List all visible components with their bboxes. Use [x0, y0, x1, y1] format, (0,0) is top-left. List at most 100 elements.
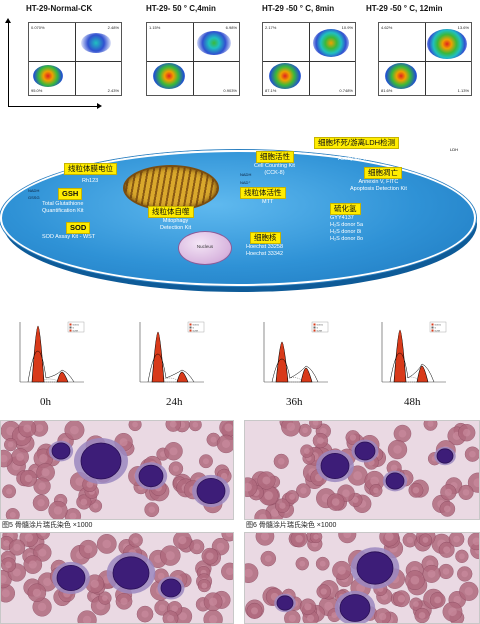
white-cell-nucleus — [276, 595, 294, 611]
white-cell-nucleus — [436, 448, 454, 464]
nucleus-icon: Nucleus — [178, 231, 232, 265]
legend-entry: G2/M — [193, 330, 199, 332]
legend-swatch — [431, 329, 434, 332]
legend-entry: S — [73, 327, 75, 329]
legend-swatch — [69, 326, 72, 329]
fc-q-ur: 6.98% — [225, 25, 237, 30]
legend-entry: G0/G1 — [193, 324, 200, 326]
white-cell-nucleus — [80, 442, 122, 480]
membrane-potential-label: 线粒体膜电位 — [64, 163, 117, 176]
caption-figure-6: 图6 骨髓涂片瑞氏染色 ×1000 — [246, 522, 337, 529]
micrograph-7 — [0, 532, 234, 624]
legend-entry: S — [193, 327, 195, 329]
g2-peak — [300, 367, 313, 383]
white-cell-nucleus — [51, 442, 71, 460]
legend-entry: G2/M — [73, 330, 79, 332]
fit-envelope — [27, 350, 75, 383]
caption-figure-5: 图5 骨髓涂片瑞氏染色 ×1000 — [2, 522, 93, 529]
legend-swatch — [69, 323, 72, 326]
g1-peak — [393, 329, 407, 383]
fit-envelope — [389, 352, 435, 383]
legend-entry: G0/G1 — [73, 324, 80, 326]
fc-panel-3: 2.17% 10.9% 87.1% 0.748% — [262, 22, 356, 96]
h2s-label: 硫化氢 — [330, 203, 361, 216]
mitophagy-sub: Mitophagy Detection Kit — [160, 218, 192, 231]
fc-q-lr: 2.43% — [107, 88, 119, 93]
red-blood-cell — [36, 533, 50, 540]
fc-q-ur: 13.6% — [457, 25, 469, 30]
histogram-legend — [67, 321, 85, 333]
fc-q-ul: 4.62% — [381, 25, 393, 30]
nucleus-label: 细胞核 — [250, 232, 281, 245]
fc-q-ur: 2.48% — [107, 25, 119, 30]
fc-title-3: HT-29 -50 ° C, 8min — [262, 4, 335, 13]
g1-peak — [31, 325, 45, 383]
mito-activity-label: 线粒体活性 — [240, 187, 286, 200]
fit-envelope — [147, 353, 195, 383]
fc-title-4: HT-29 -50 ° C, 12min — [366, 4, 443, 13]
legend-swatch — [313, 329, 316, 332]
fc-q-ll: 81.6% — [381, 88, 393, 93]
fc-q-lr: 0.903% — [223, 88, 237, 93]
mitochondrion-icon — [123, 165, 219, 211]
white-cell-nucleus — [138, 464, 164, 488]
white-cell-nucleus — [56, 565, 86, 592]
histogram-legend — [187, 321, 205, 333]
fc-panel-4: 4.62% 13.6% 81.6% 1.13% — [378, 22, 472, 96]
fc-q-ul: 1.15% — [149, 25, 161, 30]
fc-q-lr: 0.748% — [339, 88, 353, 93]
h2s-sub: GYY4137 H₂S donor 5a H₂S donor 8i H₂S donor… — [330, 215, 364, 242]
apoptosis-label: 细胞凋亡 — [364, 167, 402, 180]
fc-panel-2: 1.15% 6.98% 0.903% — [146, 22, 240, 96]
x-axis-arrow — [8, 103, 102, 109]
legend-entry: G2/M — [435, 330, 441, 332]
legend-swatch — [431, 323, 434, 326]
legend-swatch — [313, 326, 316, 329]
g1-peak — [275, 341, 289, 383]
gsh-small-a: NADH — [28, 188, 40, 193]
g2-peak — [176, 371, 189, 383]
legend-swatch — [313, 323, 316, 326]
fc-q-ll: 95.0% — [31, 88, 43, 93]
histogram-label-0h: 0h — [40, 396, 51, 408]
micrograph-6 — [244, 420, 480, 520]
fit-envelope — [271, 358, 319, 383]
membrane-potential-sub: Rh123 — [82, 178, 99, 184]
white-cell-nucleus — [354, 441, 376, 461]
legend-swatch — [189, 323, 192, 326]
legend-entry: S — [435, 327, 437, 329]
nucleus-organelle-label: Nucleus — [196, 244, 214, 249]
ldh-outside-label: LDH — [450, 147, 459, 152]
fc-q-ul: 2.17% — [265, 25, 277, 30]
white-cell-nucleus — [339, 594, 371, 622]
ldh-sub: Cytotoxicity Assay Kit-WST — [338, 149, 375, 162]
viability-small-b: NAD⁺ — [240, 180, 251, 185]
g1-peak — [151, 331, 165, 383]
gsh-small-b: GSSG — [28, 195, 40, 200]
fc-panel-1: 0.070% 2.48% 95.0% 2.43% — [28, 22, 122, 96]
fc-title-2: HT-29- 50 ° C,4min — [146, 4, 216, 13]
legend-swatch — [189, 326, 192, 329]
white-cell-nucleus — [320, 453, 350, 480]
white-cell-nucleus — [160, 578, 182, 598]
g2-peak — [416, 365, 429, 383]
gsh-sub: Total Glutathione Quantification Kit — [42, 201, 84, 214]
mitophagy-label: 线粒体自噬 — [148, 206, 194, 219]
fc-q-ul: 0.070% — [31, 25, 45, 30]
fc-q-ll: 87.1% — [265, 88, 277, 93]
legend-entry: G0/G1 — [435, 324, 442, 326]
fc-q-lr: 1.13% — [457, 88, 469, 93]
legend-entry: G0/G1 — [317, 324, 324, 326]
sod-sub: SOD Assay Kit - WST — [42, 234, 96, 240]
fc-title-1: HT-29-Normal-CK — [26, 4, 93, 13]
legend-swatch — [189, 329, 192, 332]
nucleus-sub: Hoechst 33258 Hoechst 33342 — [246, 244, 283, 257]
histogram-label-36h: 36h — [286, 396, 303, 408]
ldh-label: 细胞坏死/游离LDH检测 — [314, 137, 400, 150]
legend-entry: S — [317, 327, 319, 329]
gsh-label: GSH — [58, 188, 83, 201]
histogram-legend — [429, 321, 447, 333]
sod-label: SOD — [66, 222, 91, 235]
